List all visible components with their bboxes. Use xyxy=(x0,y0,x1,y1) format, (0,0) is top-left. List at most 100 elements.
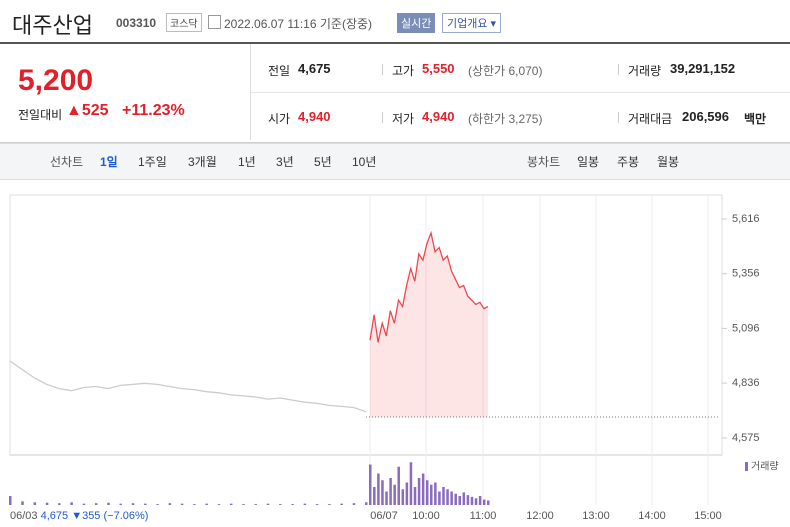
volume-bar xyxy=(303,503,307,505)
x-tick-label: 12:00 xyxy=(526,510,554,522)
prev-change: ▼355 xyxy=(71,510,101,522)
volume-bar xyxy=(365,502,368,505)
volume-bar xyxy=(242,504,245,505)
volume-bar xyxy=(377,473,380,505)
volume-bar xyxy=(381,480,384,505)
volume-bar xyxy=(474,498,478,505)
volume-bar xyxy=(466,495,470,505)
time: 2022.06.07 11:16 기준(장중) xyxy=(224,17,373,31)
tab[interactable]: 주봉 xyxy=(617,155,640,169)
stat-value: 5,550 xyxy=(422,61,455,76)
x-tick-label: 06/07 xyxy=(370,510,398,522)
volume-bar xyxy=(21,501,24,505)
volume-bar xyxy=(82,503,86,505)
volume-bar xyxy=(279,504,282,505)
tab-label: 선차트 xyxy=(50,155,84,169)
volume-bar xyxy=(438,491,441,505)
y-tick-label: 5,616 xyxy=(732,213,760,225)
volume-bar xyxy=(205,503,208,505)
stat-note: (하한가 3,275) xyxy=(468,112,543,126)
overview[interactable]: 기업개요 ▾ xyxy=(442,13,502,33)
volume-bar xyxy=(45,502,49,505)
volume-bar xyxy=(417,478,421,505)
volume-bar xyxy=(217,504,221,505)
volume-bar xyxy=(180,503,184,505)
change-pct: +11.23% xyxy=(122,102,185,119)
prev-summary: 06/03 4,675 ▼355 (−7.06%) xyxy=(10,510,148,522)
volume-bar xyxy=(291,504,294,505)
stock-name: 대주산업 xyxy=(12,13,93,38)
tab[interactable]: 3년 xyxy=(276,155,294,169)
volume-bar xyxy=(462,492,466,505)
volume-bar xyxy=(9,496,12,505)
volume-bar xyxy=(352,503,356,505)
stat-label: 거래대금 xyxy=(628,112,673,126)
x-tick-label: 10:00 xyxy=(412,510,440,522)
change-value: 525 xyxy=(81,102,109,119)
volume-bar xyxy=(156,504,159,505)
summary-panel xyxy=(0,42,790,143)
volume-bar xyxy=(70,502,73,505)
tab[interactable]: 1주일 xyxy=(138,155,167,169)
volume-bar xyxy=(119,503,122,505)
volume-bar xyxy=(168,503,172,505)
volume-bar xyxy=(397,466,400,505)
tab[interactable]: 일봉 xyxy=(577,155,600,169)
market: 코스닥 xyxy=(166,13,202,32)
tab[interactable]: 10년 xyxy=(352,155,377,169)
change: ▲525 xyxy=(66,102,109,119)
prev-close: 4,675 xyxy=(40,510,69,522)
volume-bar xyxy=(131,503,135,505)
stat-value: 39,291,152 xyxy=(670,61,736,76)
tab[interactable]: 1년 xyxy=(238,155,256,169)
overview-text: 기업개요 xyxy=(447,18,488,30)
tab[interactable]: 5년 xyxy=(314,155,332,169)
y-tick-label: 5,356 xyxy=(732,268,760,280)
volume-bar xyxy=(193,504,196,505)
volume-bar xyxy=(393,484,396,505)
divider xyxy=(618,64,619,75)
y-tick-label: 4,575 xyxy=(732,432,760,444)
x-tick-label: 13:00 xyxy=(582,510,610,522)
tab[interactable]: 3개월 xyxy=(188,155,217,169)
divider xyxy=(382,112,383,123)
volume-bar xyxy=(446,489,449,505)
stat-label: 저가 xyxy=(392,112,415,126)
volume-bar xyxy=(470,496,474,505)
volume-bar xyxy=(58,503,61,505)
volume-legend: 거래량 xyxy=(751,461,779,473)
volume-bar xyxy=(458,496,462,505)
volume-bar xyxy=(389,478,392,505)
volume-bar xyxy=(487,500,490,505)
volume-bar xyxy=(482,499,486,505)
prev-date: 06/03 xyxy=(10,510,38,522)
tab-label: 봉차트 xyxy=(527,155,561,169)
x-tick-label: 15:00 xyxy=(694,510,722,522)
volume-bar xyxy=(94,503,98,505)
tab[interactable]: 1일 xyxy=(100,155,118,169)
stat-value: 4,940 xyxy=(422,109,455,124)
stat-unit: 백만 xyxy=(744,112,767,126)
divider xyxy=(382,64,383,75)
stock-code: 003310 xyxy=(116,16,157,30)
x-tick-label: 14:00 xyxy=(638,510,666,522)
volume-bar xyxy=(385,491,388,505)
realtime[interactable]: 실시간 xyxy=(397,13,436,33)
current-price: 5,200 xyxy=(18,64,94,97)
volume-bar xyxy=(328,504,331,505)
volume-bar xyxy=(421,473,425,505)
volume-bar xyxy=(434,482,437,505)
volume-bar xyxy=(266,503,270,505)
tab[interactable]: 월봉 xyxy=(657,155,680,169)
volume-bar xyxy=(315,504,319,505)
price-line xyxy=(369,230,489,343)
volume-bar xyxy=(430,484,433,505)
divider xyxy=(618,112,619,123)
stat-value: 4,675 xyxy=(298,61,331,76)
volume-bar xyxy=(409,462,413,505)
price-line xyxy=(9,360,367,413)
volume-bar xyxy=(107,502,110,505)
clock-icon xyxy=(208,15,221,29)
